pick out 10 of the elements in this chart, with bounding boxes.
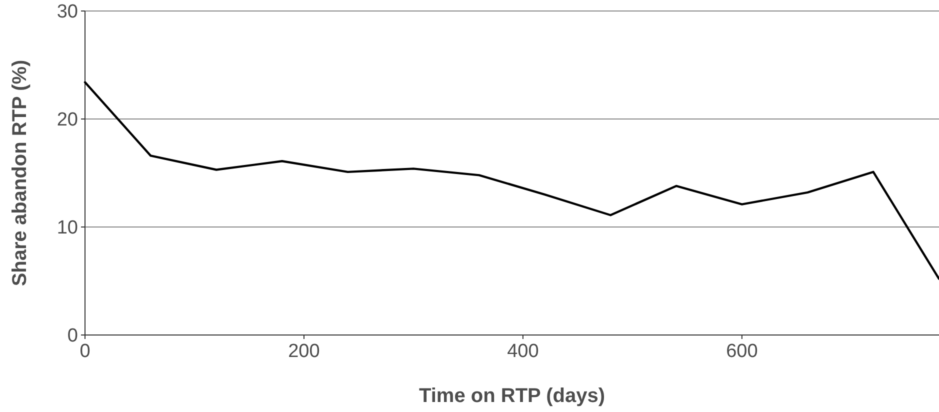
x-axis-title: Time on RTP (days) [419, 385, 605, 407]
x-tick-label: 600 [726, 341, 758, 362]
y-axis-title: Share abandon RTP (%) [9, 60, 31, 286]
x-tick-label: 200 [288, 341, 320, 362]
y-tick-label: 30 [56, 2, 78, 23]
y-tick-label: 0 [67, 326, 78, 347]
y-tick-label: 20 [56, 110, 78, 131]
x-tick-label: 400 [507, 341, 539, 362]
y-tick-label: 10 [56, 218, 78, 239]
line-series [84, 81, 939, 280]
